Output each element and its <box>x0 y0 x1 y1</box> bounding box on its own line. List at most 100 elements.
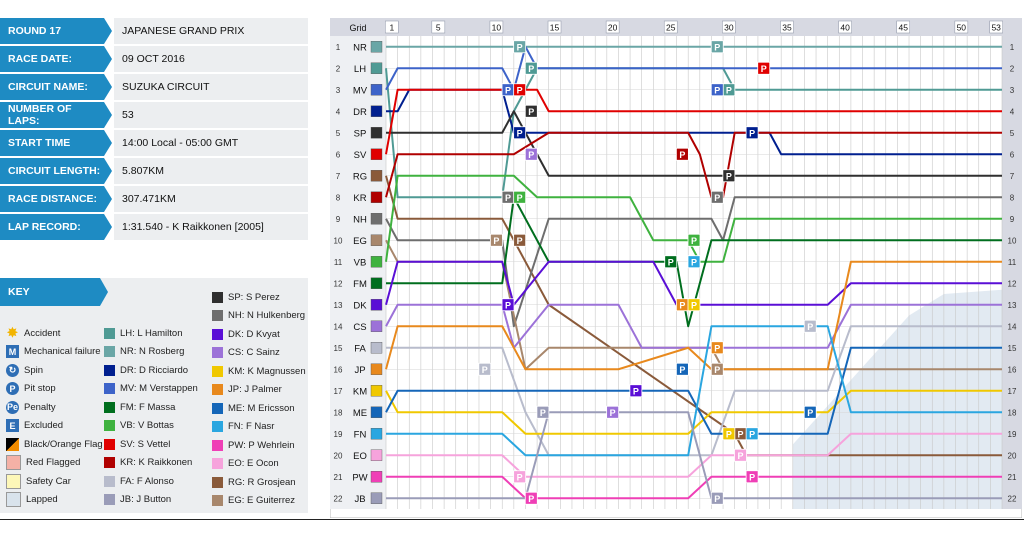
pit-stop-label: P <box>679 300 685 310</box>
position-label-left: 3 <box>336 86 341 95</box>
grid-driver-swatch <box>370 428 383 440</box>
driver-color-swatch <box>212 476 223 488</box>
grid-driver-code: NH <box>353 214 367 225</box>
driver-color-swatch <box>212 347 223 359</box>
driver-color-swatch <box>212 328 223 340</box>
spin-icon: ↻ <box>6 363 19 377</box>
key-driver-item: LH: L Hamilton <box>104 324 198 343</box>
key-symbol-item: M Mechanical failure <box>6 343 103 362</box>
info-label: START TIME <box>0 130 112 156</box>
key-driver-label: CS: C Sainz <box>228 347 280 359</box>
grid-driver-swatch <box>370 191 383 203</box>
position-label-right: 20 <box>1008 451 1017 460</box>
key-panel: KEY ✸ Accident M Mechanical failure ↻ Spin P Pi… <box>0 278 308 513</box>
position-label-left: 22 <box>334 494 343 503</box>
series-line-fn <box>386 325 1002 457</box>
pit-stop-label: P <box>517 85 523 95</box>
pit-stop-marker <box>524 104 538 118</box>
grid-driver-swatch <box>370 256 383 268</box>
pit-stop-label: P <box>714 85 720 95</box>
position-label-left: 12 <box>334 279 343 288</box>
key-driver-label: JB: J Button <box>120 494 172 506</box>
info-value: 53 <box>114 102 308 128</box>
key-symbol-label: Excluded <box>24 420 64 432</box>
info-value: 5.807KM <box>114 158 308 184</box>
race-info-table: ROUND 17 JAPANESE GRAND PRIX RACE DATE: 09 … <box>0 18 308 242</box>
grid-driver-swatch <box>370 41 383 53</box>
position-label-left: 17 <box>334 387 343 396</box>
position-label-right: 18 <box>1008 408 1017 417</box>
position-label-right: 21 <box>1008 473 1017 482</box>
key-driver-item: ME: M Ericsson <box>212 399 306 418</box>
pit-stop-marker <box>675 147 689 161</box>
pit-stop-label: P <box>517 128 523 138</box>
pit-stop-marker <box>513 190 527 204</box>
position-label-right: 6 <box>1010 150 1015 159</box>
lap-tick-box <box>431 20 446 34</box>
lap-tick-box <box>954 20 969 34</box>
key-driver-label: MV: M Verstappen <box>120 383 198 395</box>
pit-stop-label: P <box>505 193 511 203</box>
info-label: RACE DISTANCE: <box>0 186 112 212</box>
position-label-left: 7 <box>336 172 341 181</box>
series-line-eo <box>386 432 1002 478</box>
position-label-left: 19 <box>334 430 343 439</box>
grid-driver-code: VB <box>354 257 367 268</box>
pit-stop-label: P <box>807 322 813 332</box>
pit-stop-label: P <box>714 365 720 375</box>
pit-stop-label: P <box>737 451 743 461</box>
pit-stop-marker <box>687 233 701 247</box>
key-driver-label: PW: P Wehrlein <box>228 439 295 451</box>
grid-driver-code: EG <box>353 236 367 247</box>
position-label-left: 5 <box>336 129 341 138</box>
pit-stop-marker <box>524 61 538 75</box>
pit-stop-marker <box>513 126 527 140</box>
lap-tick-box <box>989 20 1003 34</box>
grid-driver-swatch <box>370 299 383 311</box>
lap-tick-label: 10 <box>492 23 502 33</box>
key-driver-label: FN: F Nasr <box>228 421 275 433</box>
pit-stop-label: P <box>633 386 639 396</box>
key-symbol-item: Pe Penalty <box>6 398 103 417</box>
series-line-vb <box>385 174 1002 263</box>
driver-color-swatch <box>212 439 223 451</box>
grid-driver-swatch <box>370 213 383 225</box>
pit-stop-label: P <box>691 236 697 246</box>
grid-header: Grid <box>349 23 366 33</box>
grid-driver-code: JP <box>354 365 365 376</box>
grid-driver-code: FN <box>354 429 367 440</box>
penalty-icon: Pe <box>6 400 19 414</box>
lap-tick-label: 25 <box>666 23 676 33</box>
key-driver-label: SP: S Perez <box>228 291 280 303</box>
series-line-jp <box>385 260 1002 371</box>
pit-stop-marker <box>745 470 759 484</box>
lap-tick-box <box>489 20 504 34</box>
pit-stop-marker <box>490 233 503 247</box>
info-row: CIRCUIT NAME: SUZUKA CIRCUIT <box>0 74 308 100</box>
position-label-right: 1 <box>1010 43 1015 52</box>
pit-stop-marker <box>803 405 817 419</box>
key-driver-item: RG: R Grosjean <box>212 473 306 492</box>
key-driver-label: EO: E Ocon <box>228 458 279 470</box>
position-label-right: 5 <box>1010 129 1015 138</box>
lap-tick-box <box>896 20 911 34</box>
bottom-divider <box>0 519 1024 520</box>
key-symbol-item: Safety Car <box>6 472 103 491</box>
key-driver-item: FN: F Nasr <box>212 418 306 437</box>
lap-tick-box <box>780 20 794 34</box>
pit-stop-marker <box>536 405 550 419</box>
grid-driver-code: SP <box>354 128 367 139</box>
driver-color-swatch <box>212 402 223 414</box>
grid-driver-code: DK <box>353 300 367 311</box>
key-symbol-label: Pit stop <box>24 383 56 395</box>
driver-color-swatch <box>104 475 115 487</box>
key-driver-label: KR: K Raikkonen <box>120 457 193 469</box>
key-driver-item: FA: F Alonso <box>104 472 198 491</box>
driver-color-swatch <box>212 495 223 507</box>
info-value: 09 OCT 2016 <box>114 46 308 72</box>
info-value: 1:31.540 - K Raikkonen [2005] <box>114 214 308 240</box>
driver-color-swatch <box>104 438 115 450</box>
key-driver-item: SP: S Perez <box>212 288 306 307</box>
key-driver-item: SV: S Vettel <box>104 435 198 454</box>
key-driver-item: KR: K Raikkonen <box>104 454 198 473</box>
